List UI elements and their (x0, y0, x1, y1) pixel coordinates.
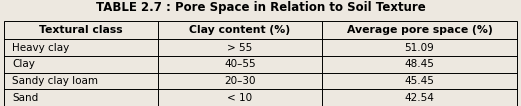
Text: 51.09: 51.09 (404, 43, 435, 53)
Text: TABLE 2.7 : Pore Space in Relation to Soil Texture: TABLE 2.7 : Pore Space in Relation to So… (96, 1, 425, 14)
Text: Sandy clay loam: Sandy clay loam (12, 76, 98, 86)
Text: < 10: < 10 (228, 93, 253, 103)
Text: > 55: > 55 (227, 43, 253, 53)
Text: 40–55: 40–55 (224, 59, 256, 69)
Text: Clay: Clay (12, 59, 35, 69)
Text: 48.45: 48.45 (404, 59, 435, 69)
Text: 42.54: 42.54 (404, 93, 435, 103)
Text: Average pore space (%): Average pore space (%) (346, 25, 492, 35)
Bar (4, 21, 517, 106)
Text: 45.45: 45.45 (404, 76, 435, 86)
Text: Heavy clay: Heavy clay (12, 43, 69, 53)
Text: Sand: Sand (12, 93, 38, 103)
Text: 20–30: 20–30 (224, 76, 256, 86)
Text: Textural class: Textural class (39, 25, 123, 35)
Text: Clay content (%): Clay content (%) (190, 25, 291, 35)
